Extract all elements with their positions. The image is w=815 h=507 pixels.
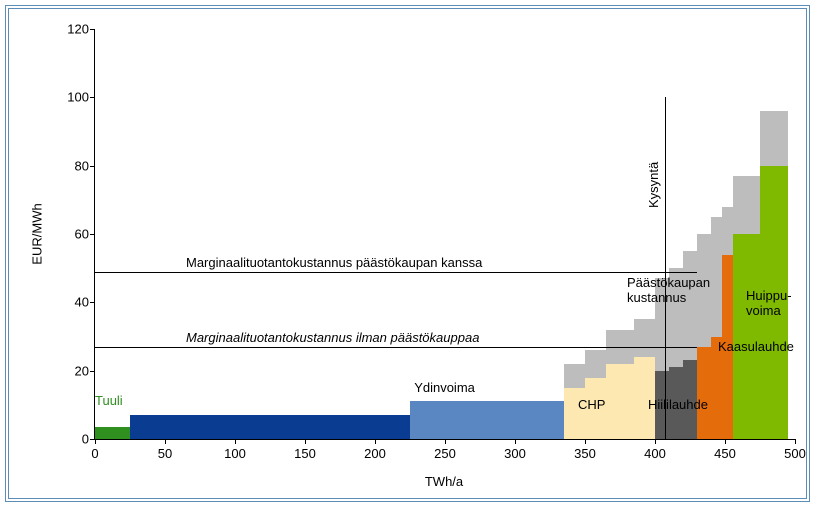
reference-line [95,272,697,273]
x-tick-label: 300 [504,446,526,461]
y-tick-mark [90,97,95,98]
reference-line-label: Marginaalituotantokustannus ilman päästö… [186,330,479,345]
demand-line-label: Kysyntä [646,162,661,208]
demand-line [665,97,666,439]
x-tick-mark [515,439,516,444]
merit-bar [564,388,585,439]
x-tick-mark [95,439,96,444]
y-tick-label: 0 [55,432,89,447]
x-tick-mark [725,439,726,444]
bar-label: Huippu- voima [746,288,792,318]
y-tick-label: 100 [55,90,89,105]
y-tick-mark [90,29,95,30]
bar-label: Tuuli [95,393,123,408]
merit-bar [410,401,564,439]
x-tick-label: 0 [91,446,98,461]
x-tick-label: 400 [644,446,666,461]
merit-bar [95,427,130,439]
y-tick-mark [90,371,95,372]
x-tick-mark [235,439,236,444]
x-tick-label: 250 [434,446,456,461]
plot-area: 0204060801001200501001502002503003504004… [94,29,795,440]
y-tick-label: 20 [55,363,89,378]
bar-label: CHP [578,397,605,412]
bar-label: Kaasulauhde [718,339,794,354]
y-tick-mark [90,302,95,303]
merit-bar [130,415,410,439]
y-tick-mark [90,234,95,235]
x-tick-mark [585,439,586,444]
x-tick-mark [375,439,376,444]
annotation-text: Päästökaupan kustannus [627,275,710,305]
x-axis-label: TWh/a [425,474,463,489]
y-tick-label: 80 [55,158,89,173]
x-tick-mark [655,439,656,444]
x-tick-mark [445,439,446,444]
x-tick-label: 350 [574,446,596,461]
x-tick-label: 150 [294,446,316,461]
x-tick-label: 500 [784,446,806,461]
merit-bar [697,347,711,439]
x-tick-label: 50 [158,446,172,461]
x-tick-mark [305,439,306,444]
x-tick-label: 100 [224,446,246,461]
bar-label: Hiililauhde [648,397,708,412]
y-tick-label: 120 [55,22,89,37]
y-tick-label: 60 [55,227,89,242]
bar-label: Ydinvoima [414,380,475,395]
x-tick-mark [165,439,166,444]
x-tick-mark [795,439,796,444]
y-tick-label: 40 [55,295,89,310]
reference-line [95,347,697,348]
bar-label: Vesi (normaali vuosi) [172,393,293,408]
y-tick-mark [90,166,95,167]
x-tick-label: 200 [364,446,386,461]
merit-bar [733,234,760,439]
reference-line-label: Marginaalituotantokustannus päästökaupan… [186,255,482,270]
x-tick-label: 450 [714,446,736,461]
chart-frame: EUR/MWh TWh/a 02040608010012005010015020… [5,5,810,502]
merit-bar [606,364,634,439]
chart-frame-inner: EUR/MWh TWh/a 02040608010012005010015020… [8,8,807,499]
y-axis-label: EUR/MWh [30,203,45,264]
